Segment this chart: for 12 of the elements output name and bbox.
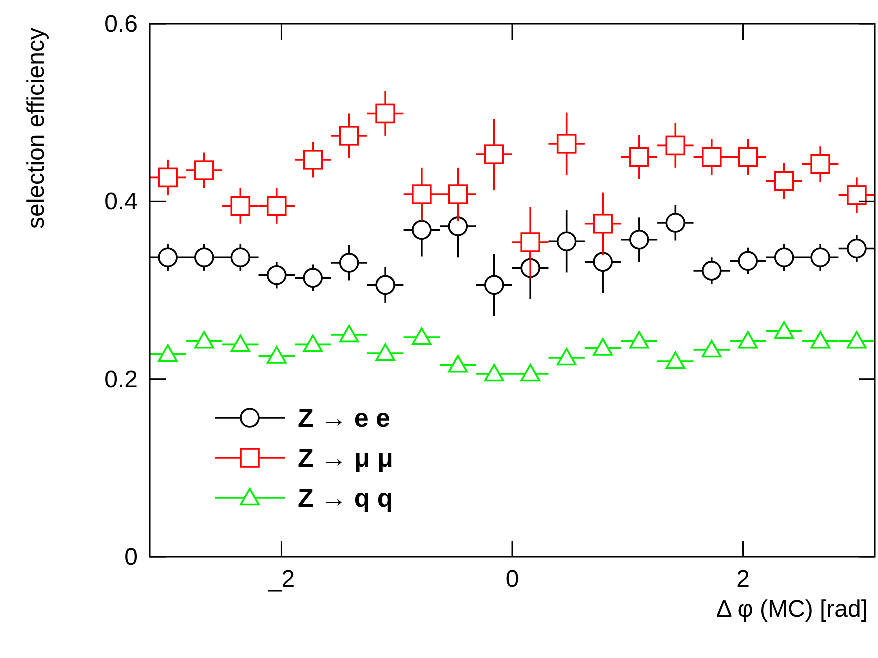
legend-label: Z → μ μ: [298, 443, 394, 473]
x-tick-label: 2: [736, 566, 750, 593]
x-axis-title: Δ φ (MC) [rad]: [716, 596, 868, 623]
legend-label: Z → q q: [298, 483, 394, 513]
y-tick-label: 0.2: [104, 366, 138, 394]
legend-label: Z → e e: [298, 403, 390, 433]
y-tick-label: 0.6: [104, 11, 138, 38]
y-axis-title: selection efficiency: [23, 28, 50, 229]
y-tick-label: 0.4: [104, 188, 138, 216]
x-tick-label: _2: [267, 566, 296, 593]
x-tick-label: 0: [506, 566, 520, 593]
y-tick-label: 0: [124, 544, 138, 571]
